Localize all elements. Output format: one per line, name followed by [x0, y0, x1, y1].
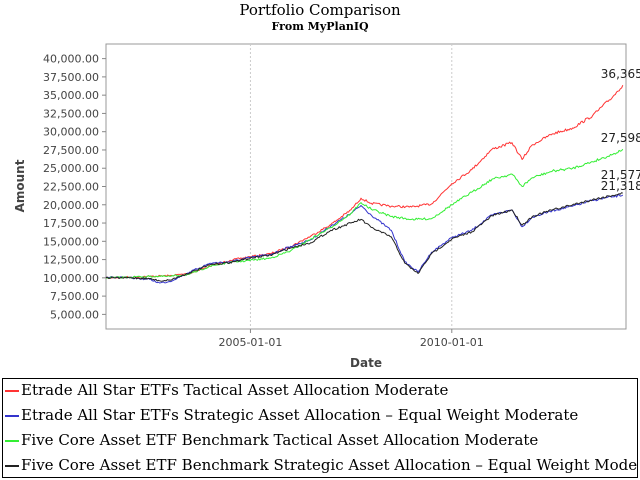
chart-legend: Etrade All Star ETFs Tactical Asset Allo… [2, 378, 638, 478]
y-tick-label: 27,500.00 [43, 144, 99, 157]
y-tick-label: 30,000.00 [43, 126, 99, 139]
y-tick-label: 37,500.00 [43, 71, 99, 84]
y-tick-label: 22,500.00 [43, 181, 99, 194]
legend-swatch [5, 390, 19, 392]
legend-label: Etrade All Star ETFs Tactical Asset Allo… [21, 381, 449, 399]
line-chart: 2005-01-01 2010-01-01 5,000.00 7,500.00 10,0… [13, 43, 640, 370]
y-axis-label: Amount [13, 159, 27, 212]
y-tick-label: 20,000.00 [43, 199, 99, 212]
y-tick-label: 10,000.00 [43, 272, 99, 285]
y-tick-label: 7,500.00 [50, 290, 99, 303]
chart-subtitle: From MyPlanIQ [271, 20, 369, 33]
end-value-label: 36,365 [601, 67, 640, 81]
end-value-label: 21,577 [601, 168, 640, 182]
y-tick-label: 40,000.00 [43, 53, 99, 66]
plot-area [105, 43, 627, 330]
y-tick-label: 15,000.00 [43, 235, 99, 248]
y-tick-label: 17,500.00 [43, 217, 99, 230]
legend-swatch [5, 440, 19, 442]
y-tick-label: 25,000.00 [43, 162, 99, 175]
legend-item: Etrade All Star ETFs Tactical Asset Allo… [3, 379, 637, 404]
x-tick-label: 2005-01-01 [218, 336, 282, 349]
x-tick-label: 2010-01-01 [420, 336, 484, 349]
legend-label: Five Core Asset ETF Benchmark Strategic … [21, 456, 638, 474]
legend-label: Etrade All Star ETFs Strategic Asset All… [21, 406, 579, 424]
legend-label: Five Core Asset ETF Benchmark Tactical A… [21, 431, 539, 449]
x-axis-label: Date [350, 356, 382, 370]
legend-item: Five Core Asset ETF Benchmark Strategic … [3, 454, 638, 477]
legend-item: Etrade All Star ETFs Strategic Asset All… [3, 404, 637, 429]
chart-title: Portfolio Comparison [239, 1, 401, 19]
y-tick-label: 5,000.00 [50, 308, 99, 321]
legend-swatch [5, 415, 19, 417]
y-tick-label: 12,500.00 [43, 254, 99, 267]
legend-item: Five Core Asset ETF Benchmark Tactical A… [3, 429, 637, 454]
series-line [105, 192, 623, 282]
y-tick-label: 32,500.00 [43, 107, 99, 120]
legend-swatch [5, 465, 19, 467]
y-tick-label: 35,000.00 [43, 89, 99, 102]
end-value-label: 21,318 [601, 179, 640, 193]
end-value-label: 27,598 [601, 131, 640, 145]
